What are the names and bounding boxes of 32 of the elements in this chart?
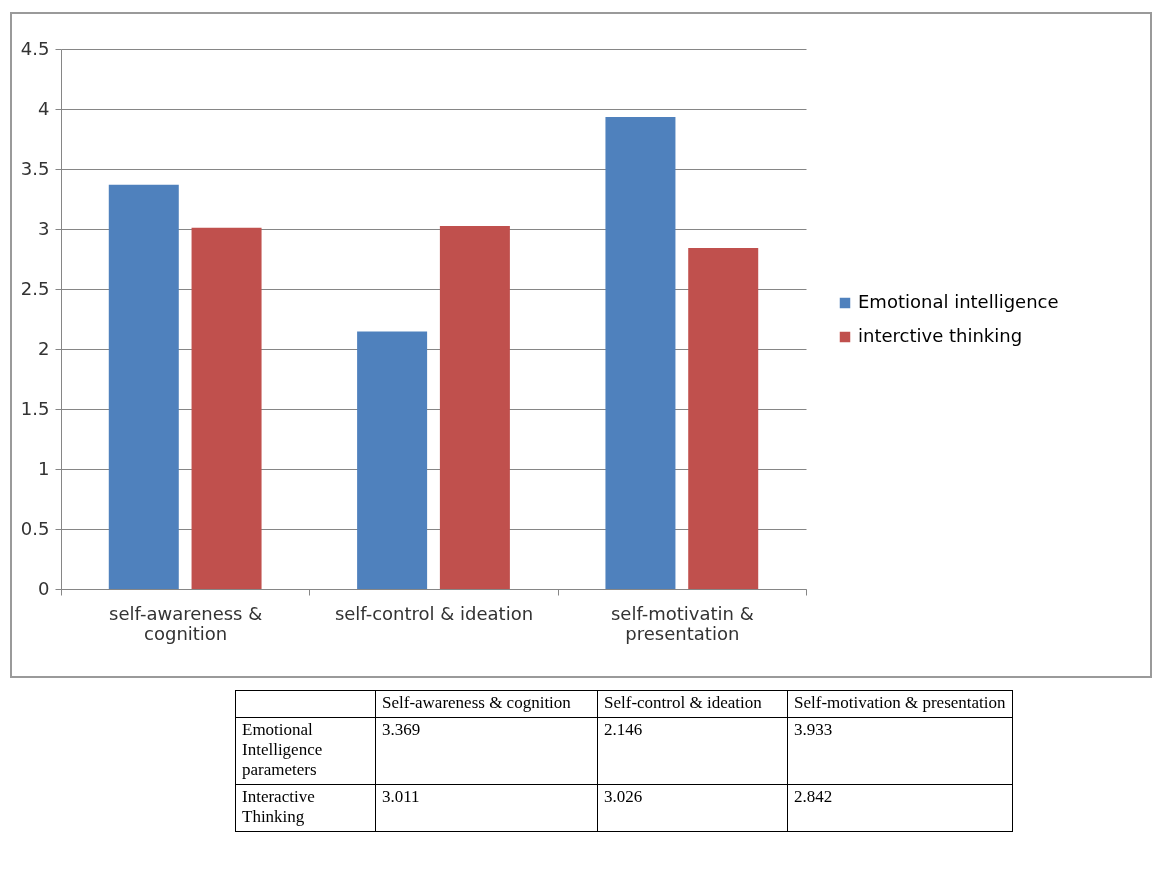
text: 3.369	[375, 717, 598, 785]
x-tick-label: self-motivatin & presentation	[610, 602, 754, 644]
bar	[191, 227, 262, 589]
y-tick-label: 2.5	[20, 277, 50, 299]
y-tick-label: 1.5	[20, 397, 50, 419]
bar	[605, 117, 676, 589]
y-tick-label: 1	[38, 457, 50, 479]
text: 3.933	[787, 717, 1013, 785]
x-tick-label: self-control & ideation	[334, 602, 534, 624]
bar	[688, 247, 759, 589]
y-tick-label: 2	[38, 337, 50, 359]
y-tick-label: 0.5	[20, 517, 50, 539]
y-tick-label: 3.5	[20, 157, 50, 179]
legend-label: Emotional intelligence	[858, 291, 1059, 312]
text: 3.011	[375, 784, 598, 832]
text: 3.026	[597, 784, 788, 832]
bar	[108, 184, 179, 589]
y-tick-label: 4.5	[20, 37, 50, 59]
legend-label: interctive thinking	[858, 325, 1023, 346]
y-tick-label: 0	[38, 577, 50, 599]
text: Interactive Thinking	[235, 784, 376, 832]
text: Emotional Intelligence parameters	[235, 717, 376, 785]
text: Self-motivation & presentation	[787, 690, 1013, 718]
x-tick-label: self-awareness & cognition	[109, 602, 263, 644]
y-tick-label: 4	[38, 97, 50, 119]
bar	[439, 225, 510, 589]
bar	[357, 331, 428, 589]
text: 2.146	[597, 717, 788, 785]
text: Self-control & ideation	[597, 690, 788, 718]
y-tick-label: 3	[38, 217, 50, 239]
text: 2.842	[787, 784, 1013, 832]
text: Self-awareness & cognition	[375, 690, 598, 718]
